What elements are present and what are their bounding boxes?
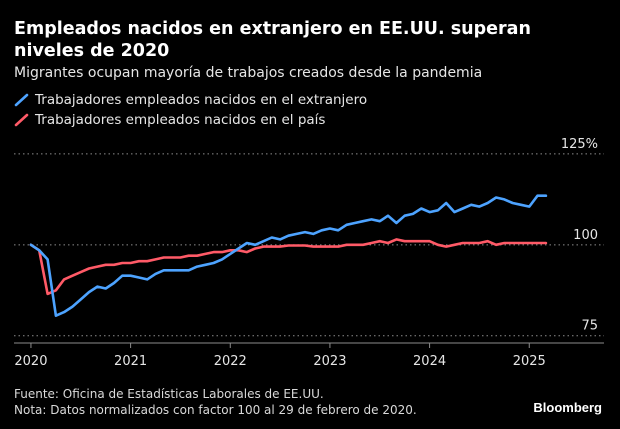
legend: Trabajadores empleados nacidos en el ext… xyxy=(14,90,367,130)
series-lines xyxy=(29,194,548,318)
x-tick-label: 2024 xyxy=(413,354,446,369)
chart-title: Empleados nacidos en extranjero en EE.UU… xyxy=(14,19,531,61)
y-tick-label: 100 xyxy=(573,228,598,243)
legend-item-native: Trabajadores empleados nacidos en el paí… xyxy=(14,110,367,130)
x-tick-label: 2020 xyxy=(14,354,47,369)
x-tick-label: 2022 xyxy=(214,354,247,369)
y-tick-label: 125% xyxy=(561,137,598,152)
legend-swatch-native xyxy=(14,113,29,127)
gridlines xyxy=(14,153,604,337)
legend-swatch-foreign xyxy=(14,93,29,107)
x-tick-label: 2023 xyxy=(313,354,346,369)
x-tick-label: 2025 xyxy=(513,354,546,369)
bloomberg-logo: Bloomberg xyxy=(533,400,602,415)
x-tick-label: 2021 xyxy=(114,354,147,369)
footer: Fuente: Oficina de Estadísticas Laborale… xyxy=(14,386,417,418)
y-tick-labels: 75 100 125% xyxy=(561,137,598,334)
source-note: Fuente: Oficina de Estadísticas Laborale… xyxy=(14,387,324,401)
legend-item-foreign: Trabajadores empleados nacidos en el ext… xyxy=(14,90,367,110)
y-tick-label: 75 xyxy=(581,319,598,334)
legend-label-foreign: Trabajadores empleados nacidos en el ext… xyxy=(35,92,368,108)
x-ticks: 2020 2021 2022 2023 2024 2025 xyxy=(14,343,546,369)
legend-label-native: Trabajadores empleados nacidos en el paí… xyxy=(35,112,326,128)
normalization-note: Nota: Datos normalizados con factor 100 … xyxy=(14,403,417,417)
series-line-foreign xyxy=(29,194,548,318)
series-line-native xyxy=(29,238,548,296)
chart-subtitle: Migrantes ocupan mayoría de trabajos cre… xyxy=(14,65,483,81)
